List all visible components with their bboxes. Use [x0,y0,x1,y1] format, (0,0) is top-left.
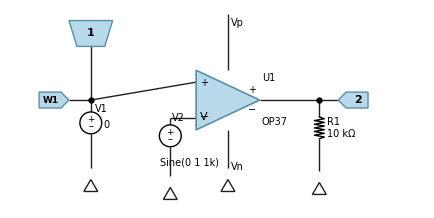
Text: V1: V1 [95,104,107,114]
Circle shape [80,112,102,134]
Text: 0: 0 [103,120,110,130]
Text: +: + [87,115,94,124]
Text: R1: R1 [326,117,339,127]
Text: 10 kΩ: 10 kΩ [326,129,355,139]
Text: Vp: Vp [230,18,243,28]
Polygon shape [69,20,112,46]
Text: −: − [199,112,208,122]
Polygon shape [196,70,259,130]
Text: Vn: Vn [230,162,243,172]
Circle shape [159,125,181,147]
Text: V2: V2 [172,113,185,123]
Text: −: − [247,105,255,115]
Text: +: + [247,85,255,95]
Polygon shape [338,92,367,108]
Text: OP37: OP37 [261,117,287,127]
Text: +: + [166,128,174,137]
Text: U1: U1 [261,73,274,83]
Text: –: – [88,121,93,131]
Text: –: – [168,134,172,144]
Text: Sine(0 1 1k): Sine(0 1 1k) [160,158,219,168]
Text: 1: 1 [87,29,95,39]
Polygon shape [220,180,234,191]
Text: V: V [200,112,207,122]
Polygon shape [84,180,98,191]
Polygon shape [163,187,177,199]
Polygon shape [39,92,69,108]
Text: W1: W1 [43,95,59,105]
Text: +: + [200,78,207,88]
Text: 2: 2 [353,95,361,105]
Polygon shape [312,182,326,194]
